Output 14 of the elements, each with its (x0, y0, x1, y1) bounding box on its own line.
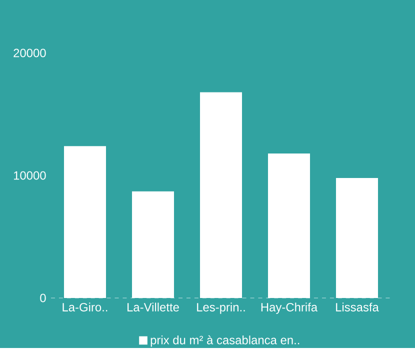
bar (336, 178, 378, 298)
bar (200, 92, 242, 298)
x-tick-label: Lissasfa (336, 302, 379, 312)
bar (268, 154, 310, 298)
x-tick-label: La-Giro.. (62, 302, 108, 312)
bar (64, 146, 106, 298)
y-tick-label: 10000 (14, 171, 46, 180)
legend-label: prix du m² à casablanca en.. (150, 336, 300, 347)
bar (132, 192, 174, 298)
x-tick-label: La-Villette (128, 302, 179, 312)
y-tick-label: 20000 (14, 48, 46, 58)
x-tick-label: Hay-Chrifa (261, 302, 318, 314)
y-tick-label: 0 (40, 294, 46, 302)
x-tick-label: Les-prin.. (197, 302, 245, 314)
